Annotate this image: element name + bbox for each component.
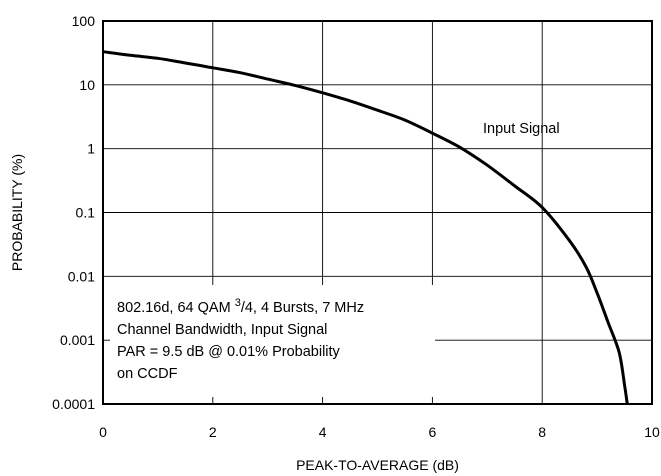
annotation-line-4: on CCDF xyxy=(117,366,178,382)
x-tick-label: 4 xyxy=(319,424,327,440)
y-tick-label: 0.001 xyxy=(60,332,95,348)
series-line-input-signal xyxy=(102,50,629,405)
x-tick-label: 2 xyxy=(209,424,217,440)
annotation-line-2: Channel Bandwidth, Input Signal xyxy=(117,322,327,338)
tick-labels: 0 2 4 6 8 10 0.0001 0.001 0.01 0.1 1 10 100 xyxy=(52,13,660,440)
annotation-line-3: PAR = 9.5 dB @ 0.01% Probability xyxy=(117,344,341,360)
annotation-background xyxy=(110,285,435,397)
y-axis-label: PROBABILITY (%) xyxy=(9,154,25,271)
y-tick-label: 10 xyxy=(79,77,95,93)
y-tick-label: 100 xyxy=(72,13,96,29)
y-tick-label: 1 xyxy=(87,141,95,157)
y-tick-label: 0.1 xyxy=(76,205,96,221)
y-tick-label: 0.0001 xyxy=(52,396,95,412)
annotation-box: 802.16d, 64 QAM 3/4, 4 Bursts, 7 MHz Cha… xyxy=(110,285,435,397)
x-tick-label: 6 xyxy=(429,424,437,440)
x-tick-label: 8 xyxy=(538,424,546,440)
annotation-line-1: 802.16d, 64 QAM 3/4, 4 Bursts, 7 MHz xyxy=(117,297,364,316)
y-tick-label: 0.01 xyxy=(68,268,95,284)
x-axis-label: PEAK-TO-AVERAGE (dB) xyxy=(296,457,459,473)
x-tick-label: 10 xyxy=(644,424,660,440)
series-label-input-signal: Input Signal xyxy=(483,121,560,137)
plot-frame xyxy=(102,20,653,405)
x-tick-label: 0 xyxy=(99,424,107,440)
